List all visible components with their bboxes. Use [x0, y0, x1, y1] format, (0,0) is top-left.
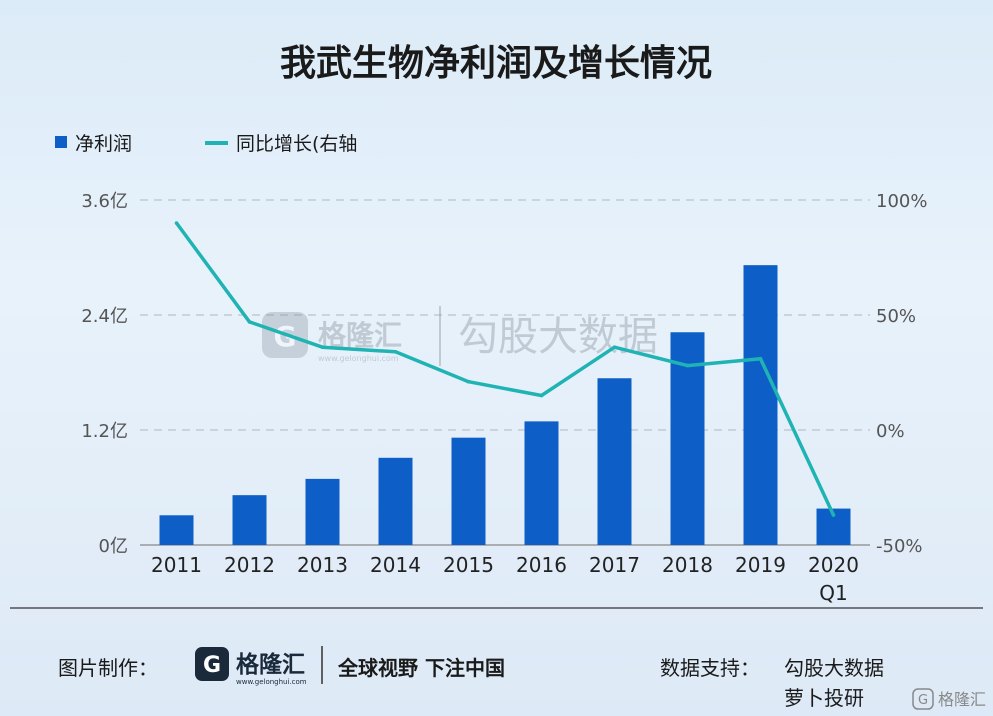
- line-point: [466, 379, 471, 384]
- y-axis-left: 0亿 1.2亿 2.4亿 3.6亿: [81, 191, 128, 557]
- corner-logo: G 格隆汇: [912, 688, 986, 710]
- x-tick-label: 2020 Q1: [808, 553, 859, 605]
- bar: [597, 378, 632, 545]
- footer-source-2: 萝卜投研: [784, 686, 864, 710]
- y-left-tick-label: 0亿: [99, 536, 128, 557]
- bar: [670, 332, 705, 545]
- bar: [743, 265, 778, 545]
- footer-logo-icon: [195, 647, 229, 681]
- corner-logo-text: 格隆汇: [938, 690, 986, 709]
- svg-text:G: G: [274, 320, 297, 353]
- x-tick-label: 2013: [297, 553, 348, 577]
- x-tick-label: 2019: [735, 553, 786, 577]
- bar: [451, 437, 486, 545]
- y-right-tick-label: 50%: [876, 306, 916, 327]
- footer-logo-text: 格隆汇: [236, 651, 305, 678]
- footer-logo-url: www.gelonghui.com: [236, 678, 307, 686]
- x-tick-label: 2014: [370, 553, 421, 577]
- line-point: [831, 513, 836, 517]
- line-point: [612, 345, 617, 350]
- legend-swatch-bar: [55, 136, 67, 148]
- line-point: [539, 393, 544, 398]
- legend-label-line: 同比增长(右轴: [236, 133, 357, 155]
- footer-source-label: 数据支持：: [660, 656, 760, 680]
- y-right-tick-label: -50%: [876, 536, 923, 557]
- bar: [305, 478, 340, 545]
- bar: [378, 457, 413, 545]
- svg-text:G: G: [918, 693, 928, 708]
- x-tick-label: 2015: [443, 553, 494, 577]
- footer-source-1: 勾股大数据: [784, 656, 884, 680]
- line-point: [320, 345, 325, 350]
- line-series: [174, 221, 836, 517]
- footer-made-by: 图片制作：: [58, 656, 158, 680]
- line-point: [174, 221, 179, 225]
- bar: [524, 421, 559, 545]
- y-left-tick-label: 3.6亿: [81, 191, 128, 212]
- chart-title: 我武生物净利润及增长情况: [280, 43, 712, 84]
- x-tick-label: 2017: [589, 553, 640, 577]
- legend: 净利润 同比增长(右轴: [55, 133, 357, 155]
- growth-line: [175, 221, 836, 516]
- watermark-logo-url: www.gelonghui.com: [318, 354, 399, 363]
- y-left-tick-label: 1.2亿: [81, 421, 128, 442]
- x-tick-label: 2016: [516, 553, 567, 577]
- y-axis-right: -50% 0% 50% 100%: [876, 191, 927, 557]
- y-right-tick-label: 100%: [876, 191, 927, 212]
- watermark: G 格隆汇 www.gelonghui.com 勾股大数据: [262, 306, 658, 366]
- bar: [232, 495, 267, 545]
- x-tick-label: 2012: [224, 553, 275, 577]
- line-point: [685, 363, 690, 368]
- x-tick-label: 2018: [662, 553, 713, 577]
- line-point: [393, 350, 398, 354]
- x-axis: 2011 2012 2013 2014 2015 2016 2017 2018 2019 2020…: [151, 553, 859, 605]
- bar: [159, 515, 194, 545]
- footer-slogan: 全球视野 下注中国: [338, 656, 505, 680]
- svg-text:G: G: [203, 653, 221, 678]
- bar-series: [159, 265, 851, 545]
- watermark-text: 勾股大数据: [458, 314, 658, 360]
- x-tick-label: 2011: [151, 553, 202, 577]
- y-left-tick-label: 2.4亿: [81, 306, 128, 327]
- footer-logo: G 格隆汇 www.gelonghui.com: [195, 646, 323, 686]
- legend-label-bar: 净利润: [75, 133, 132, 155]
- corner-logo-icon: [912, 688, 934, 710]
- y-right-tick-label: 0%: [876, 421, 905, 442]
- line-point: [247, 320, 252, 324]
- line-point: [758, 356, 763, 361]
